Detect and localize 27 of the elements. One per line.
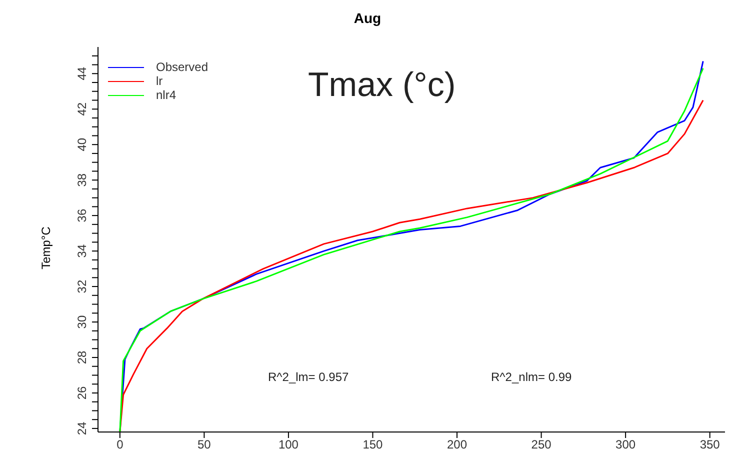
y-tick-label: 40 — [75, 138, 89, 152]
x-tick-label: 0 — [116, 438, 124, 452]
y-tick-label: 44 — [75, 66, 89, 80]
y-tick-label: 42 — [75, 102, 89, 116]
x-tick-label: 250 — [531, 438, 552, 452]
y-axis-title: Temp°C — [39, 226, 53, 270]
y-tick-label: 34 — [75, 244, 89, 258]
x-tick-label: 100 — [278, 438, 299, 452]
legend-label: Observed — [156, 60, 208, 74]
annotation: Tmax (°c) — [308, 66, 456, 105]
legend-label: lr — [156, 74, 163, 88]
x-tick-label: 350 — [700, 438, 720, 452]
y-tick-label: 24 — [75, 421, 89, 436]
chart-title: Aug — [352, 10, 382, 26]
x-tick-label: 200 — [446, 438, 468, 452]
legend-label: nlr4 — [156, 88, 176, 102]
x-tick-label: 50 — [198, 438, 212, 452]
y-tick-label: 32 — [75, 280, 89, 294]
y-tick-label: 38 — [75, 173, 89, 187]
x-tick-label: 300 — [616, 438, 636, 452]
y-tick-label: 28 — [75, 350, 89, 364]
y-tick-label: 26 — [75, 386, 89, 400]
annotation: R^2_nlm= 0.99 — [491, 370, 572, 384]
x-tick-label: 150 — [362, 438, 384, 452]
y-tick-label: 30 — [75, 315, 89, 329]
annotation: R^2_lm= 0.957 — [268, 370, 349, 384]
y-tick-label: 36 — [75, 208, 89, 222]
